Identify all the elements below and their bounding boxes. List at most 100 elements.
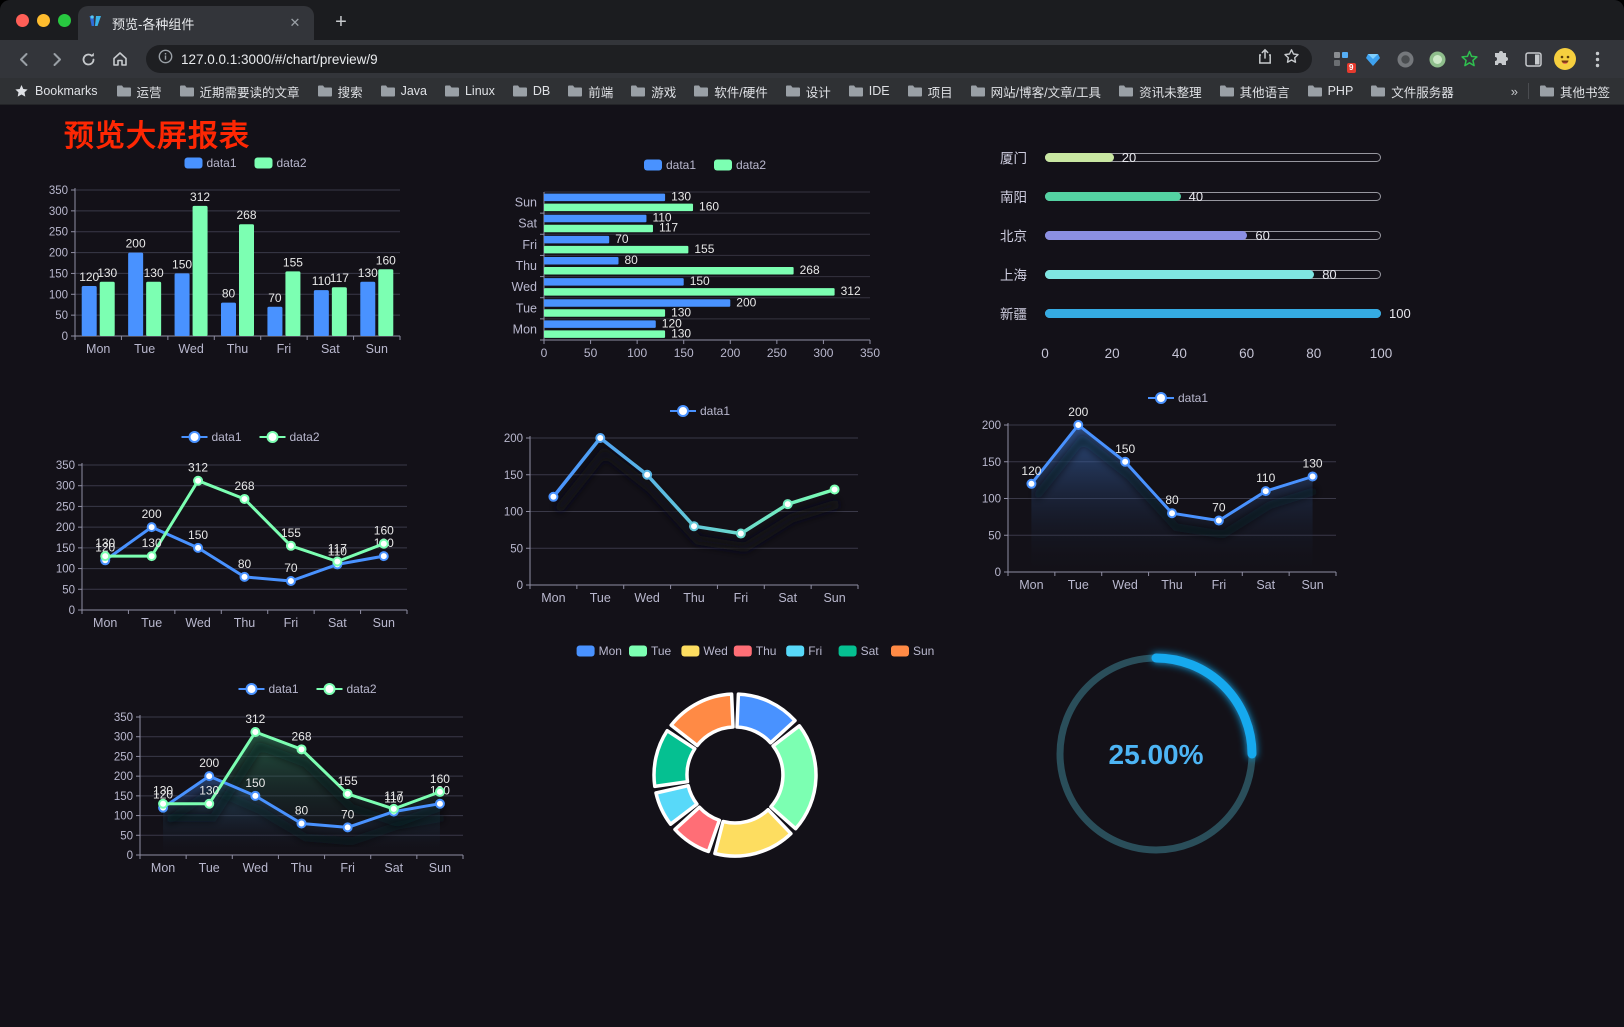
svg-text:Sun: Sun [515,196,537,210]
progress-chart[interactable]: 厦门 20 南阳 40 北京 60 上海 80 新疆 100 0 20 40 60 80 100 [985,150,1411,393]
chart-line-area-double[interactable]: data1 data2 0 50 100 150 200 250 300 350 Mon Tue Wed… [98,672,518,890]
bookmark-item[interactable]: 项目 [907,82,953,101]
bookmark-item[interactable]: 搜索 [317,82,363,101]
bookmark-item[interactable]: 资讯未整理 [1118,82,1202,101]
bookmark-item[interactable]: 前端 [567,82,613,101]
svg-text:155: 155 [281,526,301,540]
bookmark-item[interactable]: Java [380,84,427,98]
legend-item[interactable]: data2 [316,682,377,696]
bookmarks-overflow-chevron[interactable]: » [1510,83,1518,99]
legend-item[interactable]: data2 [714,158,766,172]
progress-row[interactable]: 上海 80 [985,267,1381,283]
legend-item[interactable]: data1 [238,682,299,696]
profile-avatar[interactable] [1554,48,1576,70]
progress-row[interactable]: 南阳 40 [985,189,1381,205]
bookmark-item[interactable]: 网站/博客/文章/工具 [970,82,1101,101]
bookmark-item[interactable]: 近期需要读的文章 [179,82,300,101]
side-panel-icon[interactable] [1522,48,1544,70]
browser-tab[interactable]: 预览-各种组件 ✕ [78,6,314,40]
svg-text:130: 130 [671,326,691,340]
pie-segment-Mon[interactable] [735,692,797,745]
extensions-puzzle-icon[interactable] [1490,48,1512,70]
legend-item[interactable]: Sun [891,644,934,658]
bookmark-item[interactable]: 文件服务器 [1370,82,1454,101]
new-tab-button[interactable]: + [335,11,347,33]
round-gray-extension-icon[interactable] [1394,48,1416,70]
legend-item[interactable]: data1 [184,156,237,170]
progress-row[interactable]: 厦门 20 [985,150,1381,166]
legend-item[interactable]: Tue [629,644,672,658]
gauge-svg[interactable]: 25.00% [1035,635,1285,885]
chart-line-area[interactable]: data1 0 50 100 150 200 Mon Tue Wed Thu Fri Sat Sun 12… [975,388,1395,602]
svg-text:160: 160 [699,200,719,214]
legend-item[interactable]: Sat [838,644,880,658]
bookmark-star-icon[interactable] [1283,48,1300,70]
svg-text:70: 70 [615,232,629,246]
line-gradient-svg[interactable]: data1 0 50 100 150 200 Mon Tue Wed Thu Fri Sat Sun [492,395,912,615]
home-button[interactable] [106,45,134,73]
line-area-double-svg[interactable]: data1 data2 0 50 100 150 200 250 300 350 Mon Tue Wed… [98,672,518,890]
site-info-icon[interactable] [158,49,173,69]
url-text[interactable]: 127.0.0.1:3000/#/chart/preview/9 [181,51,378,67]
progress-fill [1045,269,1315,279]
gem-extension-icon[interactable] [1362,48,1384,70]
pie-donut-svg[interactable]: Mon Tue Wed Thu Fri Sat Sun [545,635,965,891]
pie-segment-Tue[interactable] [769,724,818,831]
legend-item[interactable]: data2 [259,430,320,444]
bar-vertical-svg[interactable]: data1 data2 0 50 100 150 200 250 300 350 Mon Tue Wed… [40,146,460,368]
line-basic-svg[interactable]: data1 data2 0 50 100 150 200 250 300 350 Mon Tue Wed… [42,420,462,640]
bookmark-item[interactable]: 其他语言 [1219,82,1290,101]
legend-item[interactable]: data1 [181,430,242,444]
chart-gauge[interactable]: 25.00% [1035,635,1285,885]
legend-item[interactable]: Fri [786,644,822,658]
chart-bar-horizontal[interactable]: data1 data2 0 50 100 150 200 250 300 350 Mon Tue Wed… [500,146,900,372]
menu-kebab-icon[interactable] [1586,48,1608,70]
back-button[interactable] [10,45,38,73]
tab-close-icon[interactable]: ✕ [289,15,301,30]
bookmark-item[interactable]: Linux [444,84,495,98]
pie-segment-Sat[interactable] [652,728,697,789]
bookmark-item[interactable]: PHP [1307,84,1353,98]
chart-bar-vertical[interactable]: data1 data2 0 50 100 150 200 250 300 350 Mon Tue Wed… [40,146,460,368]
bookmark-item[interactable]: DB [512,84,550,98]
close-window-button[interactable] [16,14,29,27]
bookmark-item[interactable]: 游戏 [630,82,676,101]
tab-manager-extension-icon[interactable]: 9 [1330,48,1356,73]
share-icon[interactable] [1257,48,1273,70]
legend-item[interactable]: data2 [254,156,307,170]
progress-row[interactable]: 北京 60 [985,228,1381,244]
pie-segment-Fri[interactable] [654,783,699,826]
minimize-window-button[interactable] [37,14,50,27]
pie-segment-Wed[interactable] [713,807,793,858]
chart-line-gradient[interactable]: data1 0 50 100 150 200 Mon Tue Wed Thu Fri Sat Sun [492,395,912,615]
other-bookmarks[interactable]: 其他书签 [1539,82,1610,101]
address-bar[interactable]: 127.0.0.1:3000/#/chart/preview/9 [146,45,1312,73]
bookmarks-root[interactable]: Bookmarks [14,84,98,99]
chart-line-basic[interactable]: data1 data2 0 50 100 150 200 250 300 350 Mon Tue Wed… [42,420,462,640]
bookmark-item[interactable]: IDE [848,84,890,98]
pie-segment-Thu[interactable] [673,805,722,854]
legend-item[interactable]: Thu [733,644,777,658]
bookmark-item[interactable]: 运营 [116,82,162,101]
progress-row[interactable]: 新疆 100 [985,306,1411,323]
line-area-svg[interactable]: data1 0 50 100 150 200 Mon Tue Wed Thu Fri Sat Sun 12… [975,388,1395,602]
legend-item[interactable]: data1 [670,404,730,418]
vue-devtools-extension-icon[interactable] [1458,48,1480,70]
svg-text:155: 155 [283,255,303,269]
chart-pie-donut[interactable]: Mon Tue Wed Thu Fri Sat Sun [545,635,965,891]
legend-item[interactable]: data1 [1148,391,1208,405]
svg-text:Sat: Sat [1256,578,1275,592]
legend-item[interactable]: data1 [644,158,696,172]
maximize-window-button[interactable] [58,14,71,27]
bookmark-item[interactable]: 设计 [785,82,831,101]
pie-segment-Sun[interactable] [669,692,735,748]
reload-button[interactable] [74,45,102,73]
forward-button[interactable] [42,45,70,73]
bookmark-item[interactable]: 软件/硬件 [693,82,768,101]
svg-text:Wed: Wed [512,280,538,294]
legend-item[interactable]: Mon [576,644,622,658]
legend-item[interactable]: Wed [681,644,728,658]
bar-horizontal-svg[interactable]: data1 data2 0 50 100 150 200 250 300 350 Mon Tue Wed… [500,146,900,372]
round-green-extension-icon[interactable] [1426,48,1448,70]
